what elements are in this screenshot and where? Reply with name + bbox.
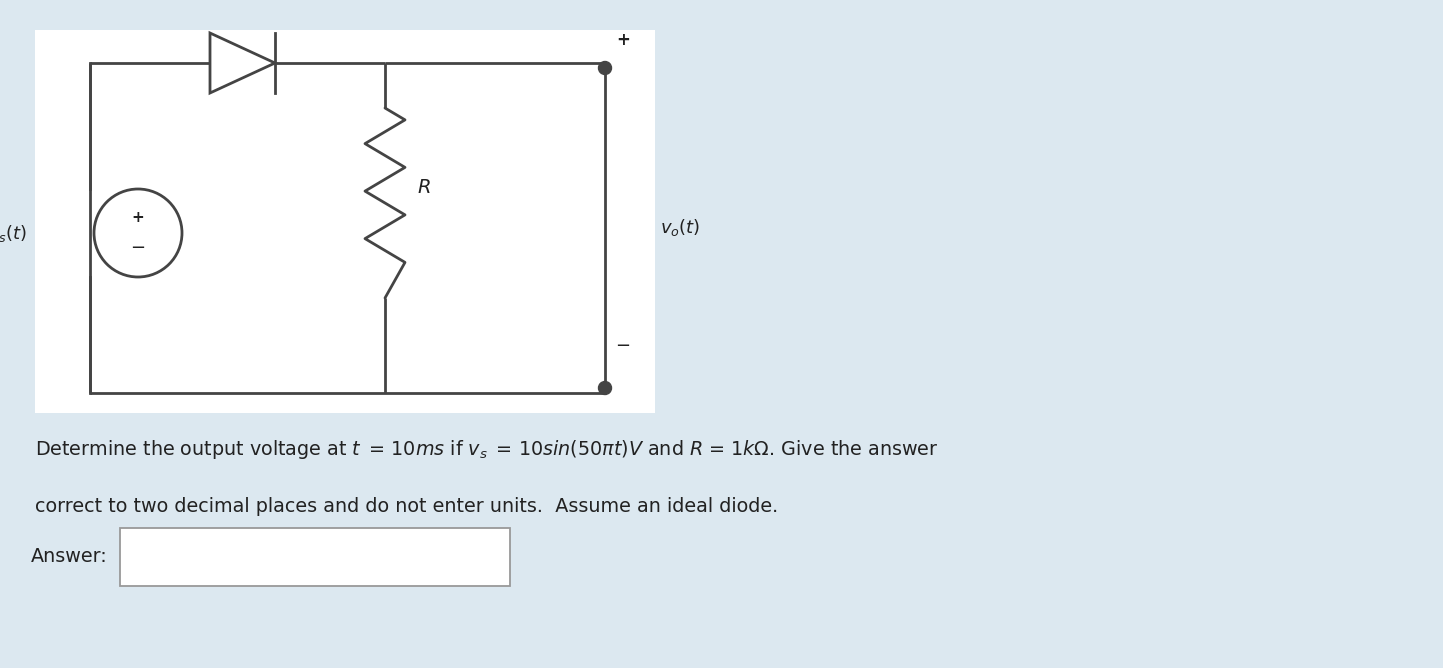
Bar: [120, 528, 509, 586]
Text: correct to two decimal places and do not enter units.  Assume an ideal diode.: correct to two decimal places and do not…: [35, 496, 778, 516]
Text: Answer:: Answer:: [32, 548, 108, 566]
Text: +: +: [131, 210, 144, 226]
Text: $v_s(t)$: $v_s(t)$: [0, 222, 27, 244]
Text: $v_o(t)$: $v_o(t)$: [659, 218, 700, 238]
Text: −: −: [615, 337, 631, 355]
Bar: [35, 30, 655, 413]
Text: −: −: [130, 239, 146, 257]
Text: +: +: [616, 31, 631, 49]
Circle shape: [599, 381, 612, 395]
Text: R: R: [417, 178, 430, 198]
Text: Determine the output voltage at $t\,$ = 10$ms$ if $v_s\,$ = 10$sin$(50$\pi t$)$V: Determine the output voltage at $t\,$ = …: [35, 438, 938, 462]
Circle shape: [599, 61, 612, 75]
